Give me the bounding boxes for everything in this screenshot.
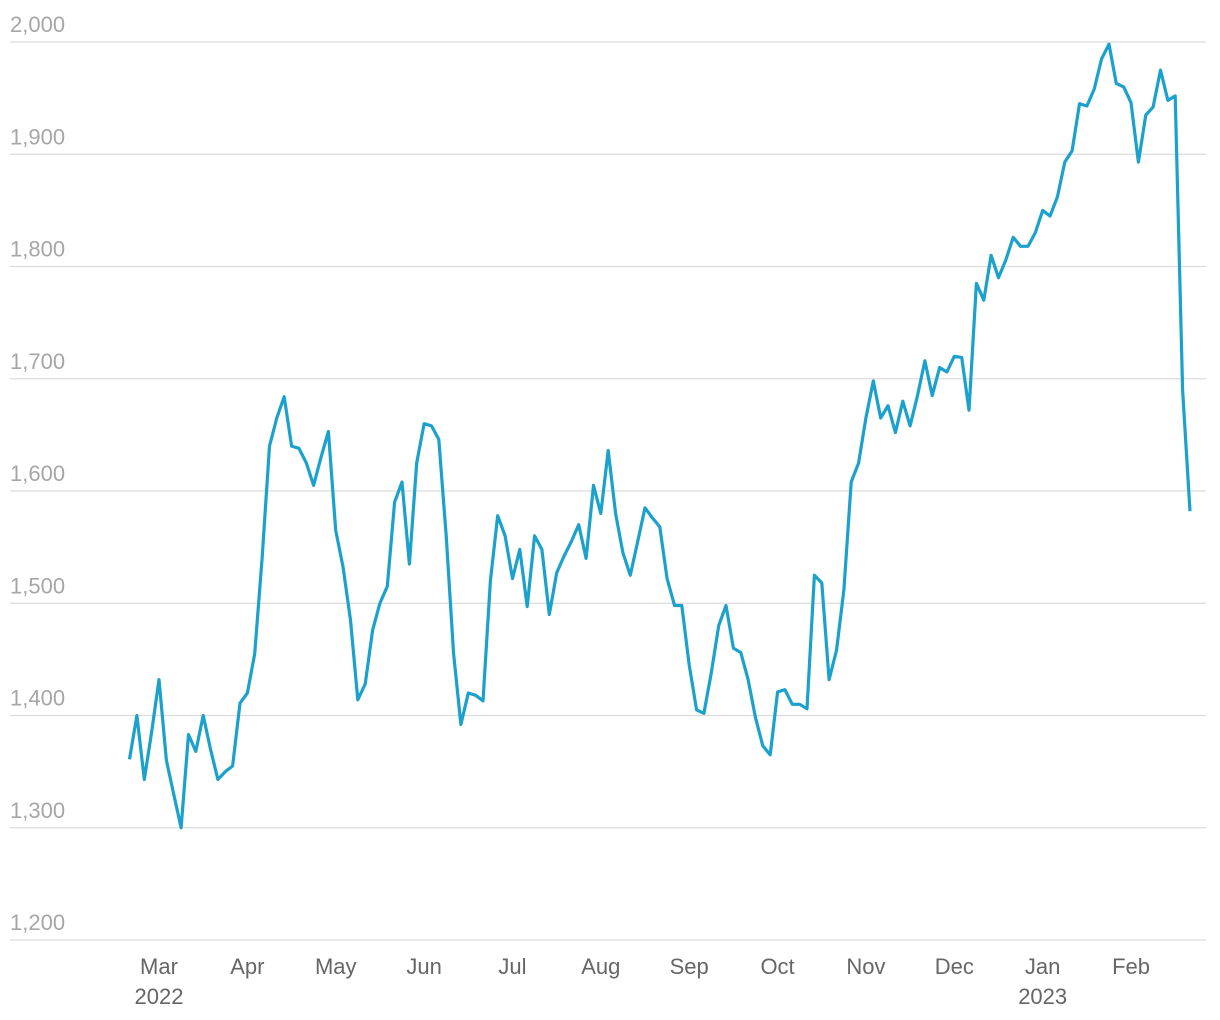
x-tick-label: Jul <box>498 954 527 979</box>
x-tick-label: Nov <box>846 954 886 979</box>
x-tick-label: Mar 2022 <box>134 954 184 1009</box>
y-tick-label: 1,700 <box>10 349 65 374</box>
y-tick-label: 1,500 <box>10 573 65 598</box>
x-tick-label: Oct <box>760 954 795 979</box>
x-tick-label: Jun <box>406 954 442 979</box>
x-tick-label: Feb <box>1112 954 1150 979</box>
x-tick-label: Sep <box>669 954 709 979</box>
y-tick-label: 1,300 <box>10 798 65 823</box>
x-tick-label: Apr <box>230 954 265 979</box>
y-tick-label: 1,600 <box>10 461 65 486</box>
x-tick-label: Dec <box>934 954 974 979</box>
x-tick-label: Jan 2023 <box>1018 954 1068 1009</box>
x-tick-label: May <box>314 954 357 979</box>
y-tick-label: 1,800 <box>10 237 65 262</box>
y-tick-label: 2,000 <box>10 12 65 37</box>
y-tick-label: 1,200 <box>10 910 65 935</box>
y-tick-label: 1,900 <box>10 124 65 149</box>
y-tick-label: 1,400 <box>10 686 65 711</box>
x-tick-label: Aug <box>581 954 621 979</box>
line-series <box>127 42 1192 830</box>
